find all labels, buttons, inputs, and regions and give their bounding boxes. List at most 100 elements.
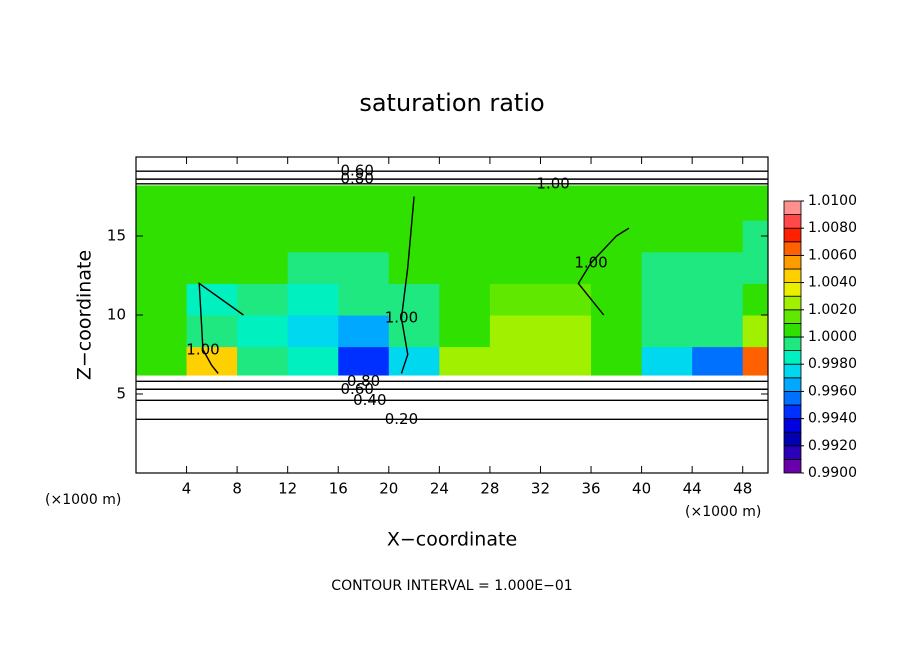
contour-line <box>400 196 415 374</box>
field-cell <box>186 283 238 316</box>
field-cell <box>742 315 769 348</box>
colorbar-box <box>783 390 802 406</box>
field-cell <box>692 185 744 221</box>
colorbar-box <box>783 458 802 474</box>
colorbar-label: 1.0020 <box>808 302 857 318</box>
colorbar-box <box>783 350 802 365</box>
field-cell <box>591 185 643 221</box>
colorbar-box <box>783 431 802 447</box>
field-cell <box>439 251 491 284</box>
field-cell <box>692 346 744 376</box>
field-cell <box>641 315 693 348</box>
contour-label: 0.60 <box>340 162 373 180</box>
field-cell <box>388 220 440 253</box>
field-cell <box>439 283 491 316</box>
field-cell <box>338 251 390 284</box>
y-tick-label: 10 <box>107 306 126 324</box>
colorbar-label: 0.9920 <box>808 438 857 454</box>
chart-title: saturation ratio <box>359 89 544 117</box>
x-unit: (×1000 m) <box>685 504 761 520</box>
field-cell <box>439 346 491 376</box>
field-cell <box>237 346 289 376</box>
x-axis-label: X−coordinate <box>387 529 517 551</box>
colorbar-box <box>783 254 802 270</box>
field-cell <box>338 315 390 348</box>
colorbar-box <box>783 282 802 297</box>
colorbar-box <box>783 336 802 352</box>
field-cell <box>439 220 491 253</box>
contour-label: 0.60 <box>340 380 373 398</box>
field-cell <box>489 346 541 376</box>
colorbar-box <box>783 418 802 433</box>
x-tick-label: 28 <box>480 480 499 498</box>
y-tick-label: 15 <box>107 227 126 245</box>
field-cell <box>489 315 541 348</box>
colorbar-label: 0.9900 <box>808 465 857 481</box>
field-cell <box>186 346 238 376</box>
contour-line <box>198 281 244 374</box>
field-cell <box>742 185 769 221</box>
x-tick-label: 44 <box>683 480 702 498</box>
field-cell <box>489 283 541 316</box>
x-tick-label: 4 <box>182 480 192 498</box>
field-cell <box>388 283 440 316</box>
colorbar-box <box>783 404 802 420</box>
field-cell <box>287 315 339 348</box>
field-cell <box>287 220 339 253</box>
contour-label: 1.00 <box>385 309 418 327</box>
contour-label: 0.20 <box>385 410 418 428</box>
field-cell <box>641 283 693 316</box>
field-cell <box>388 315 440 348</box>
contour-label: 0.40 <box>353 391 386 409</box>
field-cell <box>742 251 769 284</box>
x-tick-label: 36 <box>581 480 600 498</box>
field-cell <box>439 315 491 348</box>
field-cell <box>136 315 188 348</box>
x-tick-label: 24 <box>430 480 449 498</box>
field-cell <box>540 185 592 221</box>
field-cell <box>692 251 744 284</box>
field-cell <box>540 346 592 376</box>
field-cell <box>641 346 693 376</box>
field-cell <box>489 185 541 221</box>
colorbar-box <box>783 295 802 311</box>
x-tick-label: 16 <box>329 480 348 498</box>
field-cell <box>742 283 769 316</box>
colorbar-box <box>783 214 802 229</box>
contour-label: 1.00 <box>574 253 607 271</box>
field-cell <box>489 251 541 284</box>
colorbar-label: 0.9940 <box>808 411 857 427</box>
field-cell <box>692 315 744 348</box>
field-cell <box>237 283 289 316</box>
field-cell <box>540 283 592 316</box>
field-cell <box>540 251 592 284</box>
contour-label: 1.00 <box>536 174 569 192</box>
contour-label: 1.00 <box>186 340 219 358</box>
field-cell <box>136 283 188 316</box>
field-cell <box>388 251 440 284</box>
field-cell <box>692 283 744 316</box>
colorbar-label: 0.9980 <box>808 356 857 372</box>
x-tick-label: 20 <box>379 480 398 498</box>
x-tick-label: 48 <box>733 480 752 498</box>
x-tick-label: 12 <box>278 480 297 498</box>
y-axis-label: Z−coordinate <box>74 250 96 380</box>
colorbar-box <box>783 377 802 392</box>
field-cell <box>136 220 188 253</box>
colorbar-box <box>783 363 802 379</box>
field-cell <box>641 220 693 253</box>
colorbar-label: 1.0080 <box>808 220 857 236</box>
field-cell <box>186 315 238 348</box>
field-cell <box>136 251 188 284</box>
contour-line <box>577 227 630 316</box>
field-cell <box>136 185 188 221</box>
field-cell <box>237 315 289 348</box>
field-cell <box>692 220 744 253</box>
field-cell <box>641 251 693 284</box>
footer-note: CONTOUR INTERVAL = 1.000E−01 <box>331 578 572 594</box>
x-tick-label: 40 <box>632 480 651 498</box>
field-cell <box>237 220 289 253</box>
field-cell <box>287 283 339 316</box>
field-cell <box>287 346 339 376</box>
